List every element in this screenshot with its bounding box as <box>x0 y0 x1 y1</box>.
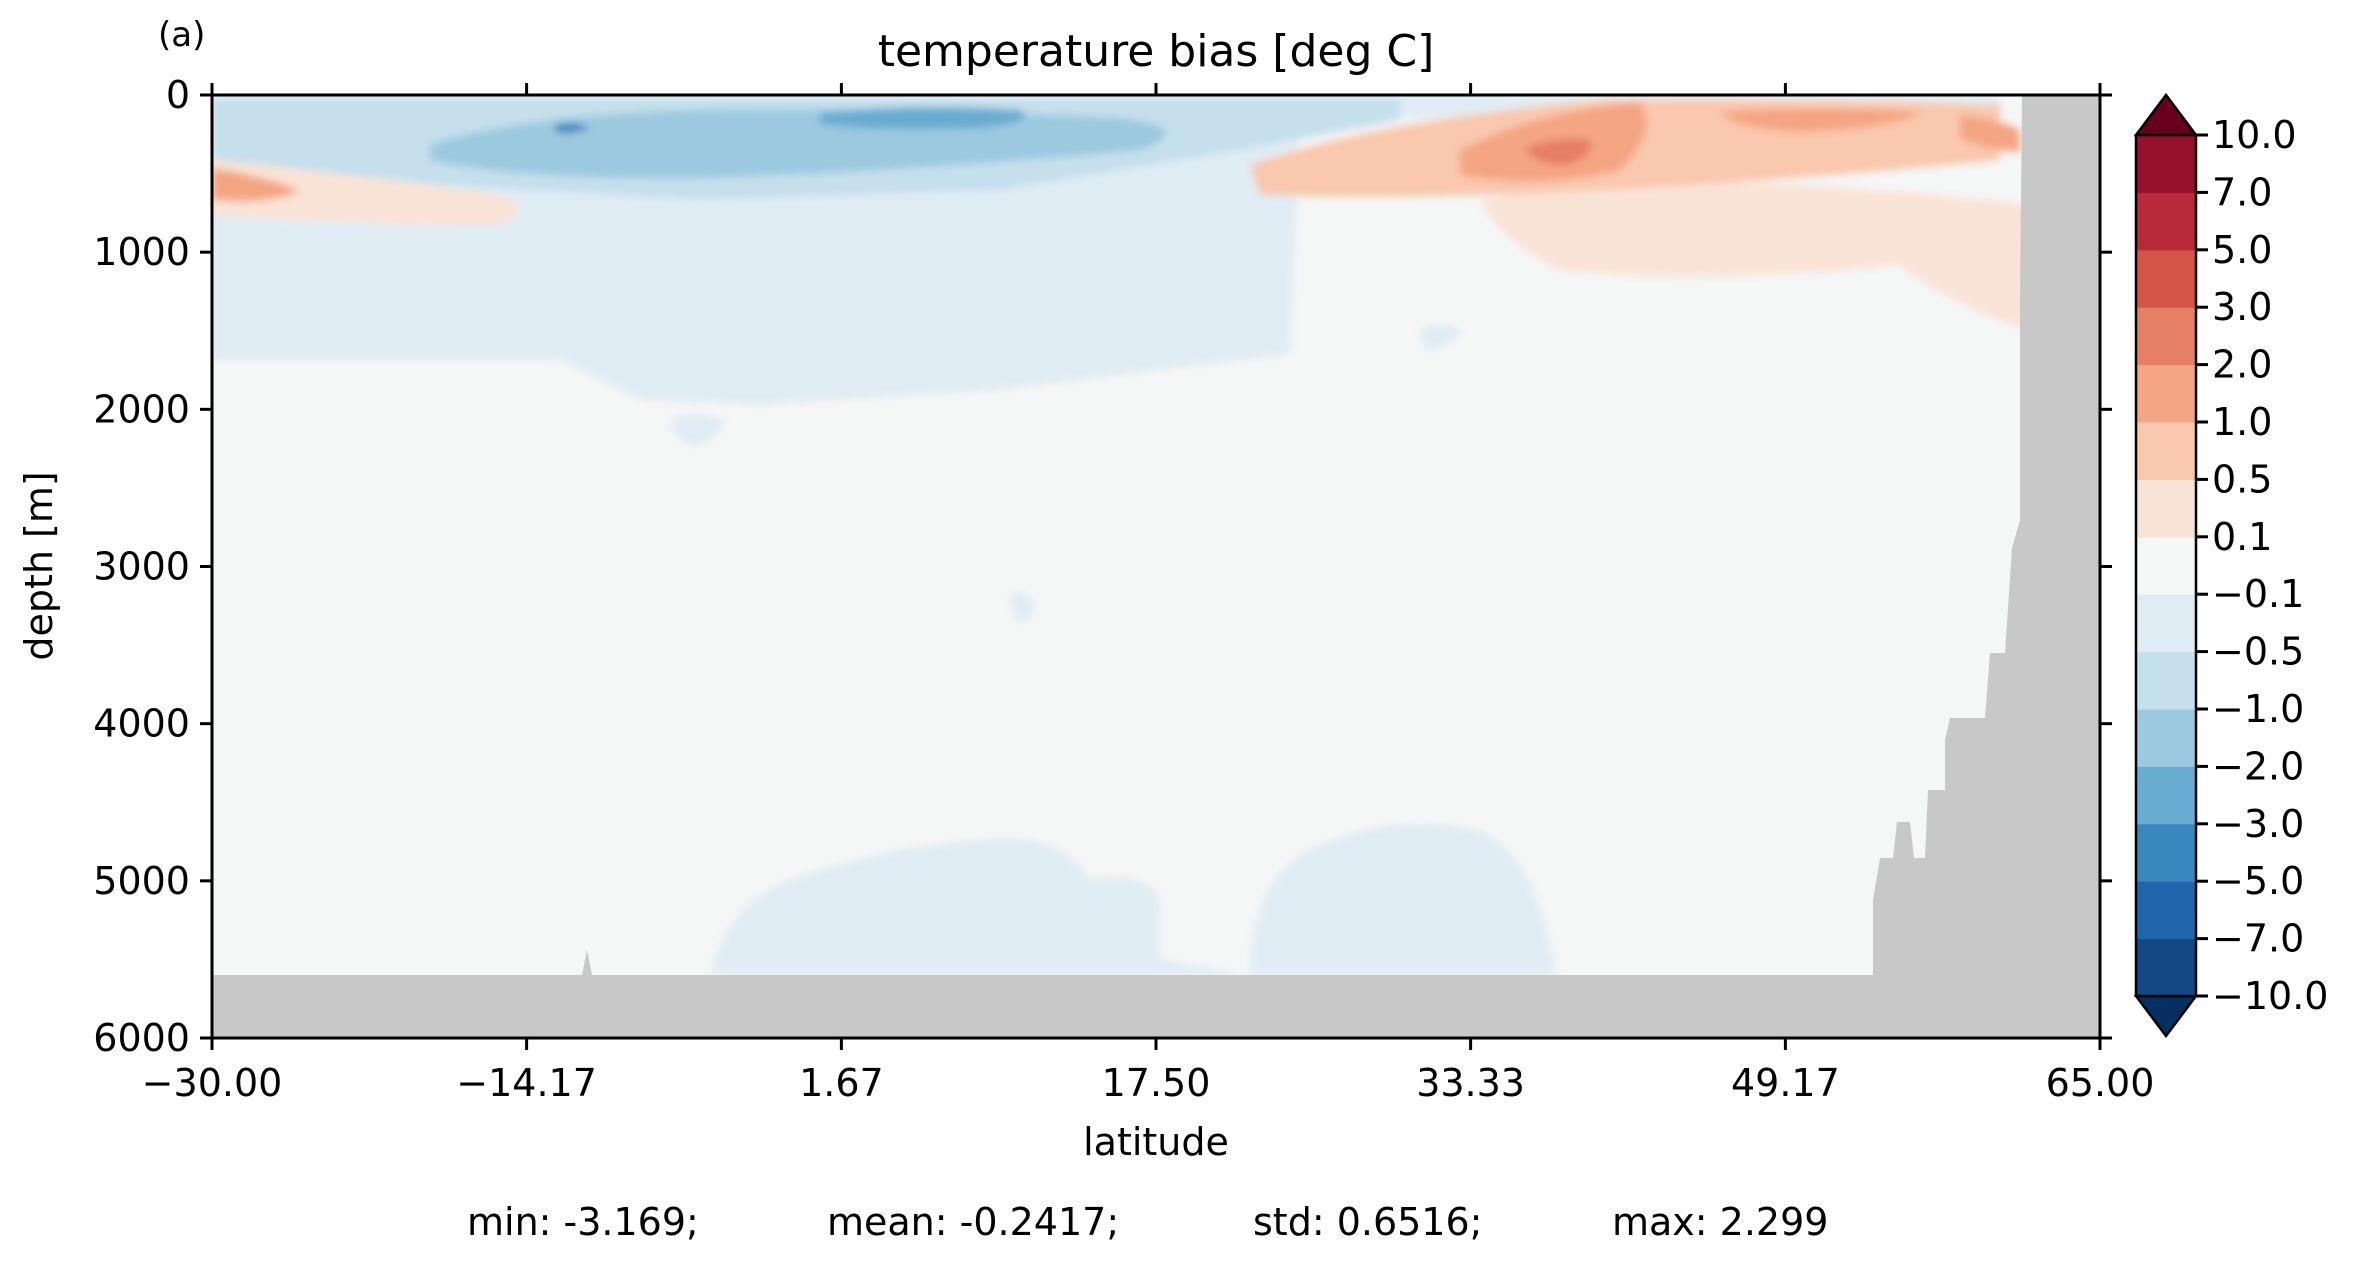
coastal-land-mask <box>1873 95 2100 1038</box>
y-tick-label: 4000 <box>93 702 190 746</box>
y-axis: 0 1000 2000 3000 4000 5000 6000 <box>93 73 2112 1060</box>
colorbar: −10.0 −7.0 −5.0 −3.0 −2.0 −1.0 −0.5 −0.1 0.1 0.5 1… <box>2133 92 2328 1039</box>
colorbar-tick-label: −0.1 <box>2212 572 2304 616</box>
deep-patch-3 <box>1010 591 1035 623</box>
colorbar-tick-label: −5.0 <box>2212 859 2304 903</box>
y-tick-label: 5000 <box>93 859 190 903</box>
colorbar-segment <box>2136 479 2196 538</box>
plot-area <box>212 95 2100 1038</box>
stat-max: max: 2.299 <box>1612 1200 1828 1244</box>
colorbar-segment <box>2136 249 2196 308</box>
colorbar-segment <box>2136 364 2196 423</box>
abyssal-cool-region <box>710 823 1555 975</box>
stats-line: min: -3.169; mean: -0.2417; std: 0.6516;… <box>467 1200 1828 1244</box>
x-tick-label: 17.50 <box>1102 1061 1211 1105</box>
southern-subsurface-warm-region <box>212 160 520 225</box>
x-tick-label: −30.00 <box>142 1061 283 1105</box>
y-tick-label: 1000 <box>93 230 190 274</box>
y-tick-label: 2000 <box>93 387 190 431</box>
x-tick-label: −14.17 <box>456 1061 597 1105</box>
northern-surface-warm-streak <box>1720 108 1920 132</box>
colorbar-tick-label: −2.0 <box>2212 744 2304 788</box>
colorbar-segment <box>2136 594 2196 653</box>
deep-patch-1 <box>670 414 725 445</box>
colorbar-segment <box>2136 307 2196 366</box>
colorbar-tick-label: 0.5 <box>2212 457 2272 501</box>
x-axis: −30.00 −14.17 1.67 17.50 33.33 49.17 65.00 <box>142 83 2155 1105</box>
colorbar-tick-label: −7.0 <box>2212 917 2304 961</box>
stat-min: min: -3.169; <box>467 1200 699 1244</box>
colorbar-tick-label: 5.0 <box>2212 228 2272 272</box>
colorbar-segment <box>2136 938 2196 997</box>
sea-floor-mask <box>212 950 1873 1038</box>
colorbar-segment <box>2136 651 2196 710</box>
x-tick-label: 49.17 <box>1731 1061 1840 1105</box>
colorbar-tick-label: −3.0 <box>2212 802 2304 846</box>
colorbar-segment <box>2136 192 2196 251</box>
tropical-core-cool-spot <box>555 123 590 133</box>
colorbar-frame <box>2134 133 2198 998</box>
tropical-core-cool-region <box>820 107 1025 130</box>
deep-patch-2 <box>1420 324 1460 350</box>
colorbar-tick-label: 2.0 <box>2212 343 2272 387</box>
colorbar-segment <box>2136 709 2196 767</box>
y-tick-label: 0 <box>166 73 190 117</box>
northern-intermediate-warm-region <box>1480 182 2030 330</box>
y-axis-label: depth [m] <box>17 471 61 660</box>
colorbar-tick-label: 0.1 <box>2212 515 2272 559</box>
chart-title: temperature bias [deg C] <box>878 26 1435 77</box>
colorbar-tick-label: −0.5 <box>2212 630 2304 674</box>
colorbar-tick-label: 7.0 <box>2212 170 2272 214</box>
x-tick-label: 1.67 <box>799 1061 884 1105</box>
colorbar-tick-label: 10.0 <box>2212 113 2297 157</box>
temperature-bias-field <box>212 95 2030 975</box>
stat-std: std: 0.6516; <box>1253 1200 1482 1244</box>
bathymetry-mask <box>212 95 2100 1038</box>
panel-label: (a) <box>158 15 205 55</box>
colorbar-segment <box>2136 881 2196 940</box>
x-axis-label: latitude <box>1083 1120 1229 1164</box>
colorbar-segment <box>2136 422 2196 480</box>
colorbar-extend-min <box>2133 994 2199 1039</box>
x-tick-label: 65.00 <box>2046 1061 2155 1105</box>
colorbar-extend-max <box>2133 92 2199 137</box>
colorbar-segment <box>2136 536 2196 595</box>
colorbar-tick-label: 1.0 <box>2212 400 2272 444</box>
colorbar-tick-label: 3.0 <box>2212 285 2272 329</box>
colorbar-tick-label: −1.0 <box>2212 687 2304 731</box>
colorbar-segment <box>2136 823 2196 882</box>
northern-core-warm-region <box>1525 138 1591 165</box>
colorbar-segment <box>2136 766 2196 825</box>
northern-edge-warm <box>1960 115 2020 152</box>
y-tick-label: 6000 <box>93 1016 190 1060</box>
stat-mean: mean: -0.2417; <box>827 1200 1119 1244</box>
colorbar-segment <box>2136 135 2196 193</box>
colorbar-tick-label: −10.0 <box>2212 974 2328 1018</box>
southern-subsurface-warm-core <box>212 168 300 202</box>
y-tick-label: 3000 <box>93 545 190 589</box>
x-tick-label: 33.33 <box>1416 1061 1525 1105</box>
